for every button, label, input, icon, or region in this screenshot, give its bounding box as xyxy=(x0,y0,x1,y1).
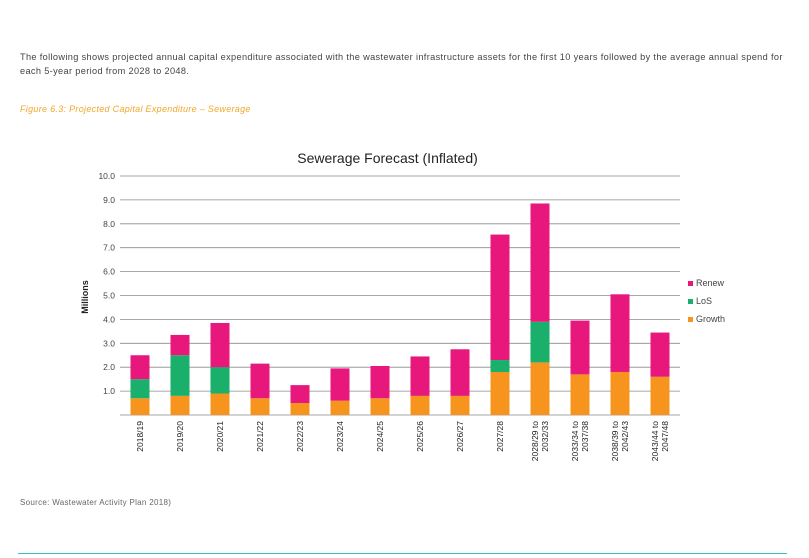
y-tick-label: 5.0 xyxy=(103,291,115,301)
bar-growth xyxy=(490,371,510,415)
y-tick-label: 10.0 xyxy=(98,171,115,181)
bar-renew xyxy=(370,366,390,399)
y-tick-label: 6.0 xyxy=(103,267,115,277)
x-tick-label: 2028/29 to 2032/33 xyxy=(530,421,550,461)
bar-growth xyxy=(370,398,390,415)
y-tick-label: 7.0 xyxy=(103,243,115,253)
y-tick-label: 1.0 xyxy=(103,386,115,396)
bar-los xyxy=(490,360,510,372)
x-tick-label: 2019/20 xyxy=(175,421,185,452)
x-tick-label-line: 2042/43 xyxy=(620,421,630,452)
legend-swatch-growth xyxy=(688,317,693,322)
legend-swatch-los xyxy=(688,299,693,304)
x-tick-label-line: 2038/39 to xyxy=(610,421,620,461)
x-tick-label: 2022/23 xyxy=(295,421,305,452)
bar-renew xyxy=(290,385,310,404)
y-tick-label: 9.0 xyxy=(103,195,115,205)
bar-growth xyxy=(570,374,590,415)
x-tick-label-line: 2020/21 xyxy=(215,421,225,452)
y-axis-ticks: 10.0 9.0 8.0 7.0 6.0 5.0 4.0 3.0 2.0 1.0 xyxy=(98,171,115,396)
bar-renew xyxy=(250,363,270,399)
bar-growth xyxy=(130,398,150,415)
x-tick-label: 2018/19 xyxy=(135,421,145,452)
x-tick-label: 2023/24 xyxy=(335,421,345,452)
bar-renew xyxy=(570,320,590,375)
chart-bars xyxy=(130,203,670,415)
x-tick-label-line: 2043/44 to xyxy=(650,421,660,461)
x-tick-label-line: 2018/19 xyxy=(135,421,145,452)
y-tick-label: 4.0 xyxy=(103,314,115,324)
footer-divider xyxy=(18,553,787,554)
bar-los xyxy=(210,367,230,394)
x-tick-label: 2024/25 xyxy=(375,421,385,452)
y-axis-label: Millions xyxy=(80,280,90,314)
x-tick-label-line: 2037/38 xyxy=(580,421,590,452)
bar-los xyxy=(130,379,150,399)
bar-growth xyxy=(450,395,470,415)
bar-growth xyxy=(290,403,310,415)
x-tick-label: 2043/44 to 2047/48 xyxy=(650,421,670,461)
bar-renew xyxy=(410,356,430,396)
x-tick-label-line: 2047/48 xyxy=(660,421,670,452)
x-tick-label-line: 2026/27 xyxy=(455,421,465,452)
chart-title: Sewerage Forecast (Inflated) xyxy=(297,150,478,166)
x-tick-label: 2025/26 xyxy=(415,421,425,452)
x-tick-label: 2021/22 xyxy=(255,421,265,452)
x-tick-label: 2020/21 xyxy=(215,421,225,452)
legend-label-growth: Growth xyxy=(696,314,725,324)
bar-los xyxy=(530,321,550,363)
x-axis-ticks: 2018/19 2019/20 2020/21 2021/22 2022/23 2023/… xyxy=(135,421,670,461)
bar-renew xyxy=(530,203,550,322)
x-tick-label-line: 2033/34 to xyxy=(570,421,580,461)
legend-swatch-renew xyxy=(688,281,693,286)
x-tick-label-line: 2032/33 xyxy=(540,421,550,452)
bar-growth xyxy=(610,371,630,415)
x-tick-label-line: 2025/26 xyxy=(415,421,425,452)
source-note: Source: Wastewater Activity Plan 2018) xyxy=(20,498,172,507)
bar-los xyxy=(170,355,190,396)
x-tick-label-line: 2023/24 xyxy=(335,421,345,452)
bar-renew xyxy=(650,332,670,377)
x-tick-label-line: 2024/25 xyxy=(375,421,385,452)
bar-growth xyxy=(210,393,230,415)
bar-growth xyxy=(170,395,190,415)
y-tick-label: 8.0 xyxy=(103,219,115,229)
bar-renew xyxy=(170,334,190,356)
bar-renew xyxy=(210,322,230,368)
intro-paragraph: The following shows projected annual cap… xyxy=(20,52,783,76)
x-tick-label-line: 2022/23 xyxy=(295,421,305,452)
bar-renew xyxy=(610,294,630,372)
bar-renew xyxy=(490,234,510,361)
figure-caption: Figure 6.3: Projected Capital Expenditur… xyxy=(20,104,251,114)
x-tick-label: 2038/39 to 2042/43 xyxy=(610,421,630,461)
x-tick-label: 2027/28 xyxy=(495,421,505,452)
bar-growth xyxy=(330,400,350,415)
x-tick-label-line: 2021/22 xyxy=(255,421,265,452)
bar-growth xyxy=(250,398,270,415)
bar-renew xyxy=(330,368,350,401)
bar-growth xyxy=(530,362,550,415)
bar-renew xyxy=(450,349,470,396)
x-tick-label-line: 2028/29 to xyxy=(530,421,540,461)
chart-gridlines xyxy=(120,175,680,416)
y-tick-label: 2.0 xyxy=(103,362,115,372)
x-tick-label-line: 2027/28 xyxy=(495,421,505,452)
x-tick-label-line: 2019/20 xyxy=(175,421,185,452)
chart-legend: Renew LoS Growth xyxy=(688,278,725,324)
y-tick-label: 3.0 xyxy=(103,338,115,348)
bar-growth xyxy=(650,376,670,415)
bar-renew xyxy=(130,355,150,380)
bar-growth xyxy=(410,395,430,415)
x-tick-label: 2033/34 to 2037/38 xyxy=(570,421,590,461)
x-tick-label: 2026/27 xyxy=(455,421,465,452)
legend-label-renew: Renew xyxy=(696,278,725,288)
legend-label-los: LoS xyxy=(696,296,712,306)
